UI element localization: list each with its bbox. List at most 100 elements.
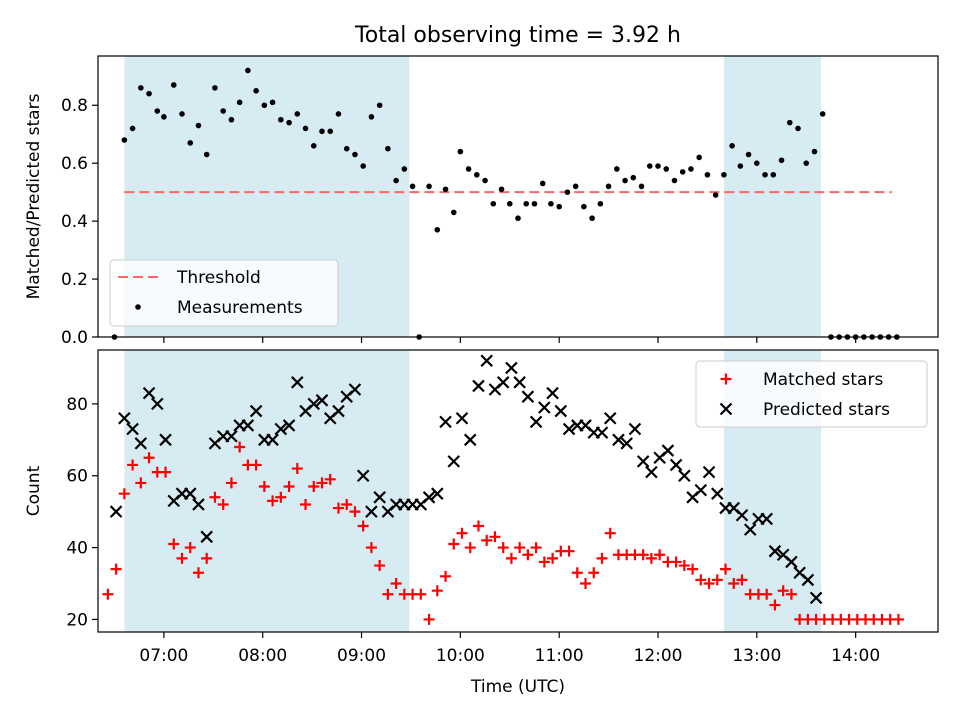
measurement-point [286,119,292,126]
predicted-star-point [702,465,716,479]
legend-matched-swatch [720,373,732,385]
legend-threshold-label: Threshold [176,268,261,288]
measurement-point [393,177,399,184]
measurement-point [278,116,284,123]
predicted-star-point [801,573,815,587]
predicted-star-point [562,422,576,436]
matched-star-point [275,491,287,503]
matched-star-point [415,588,427,600]
predicted-star-point [645,465,658,479]
predicted-star-point [768,544,782,558]
measurement-point [129,125,136,132]
measurement-point [729,143,735,149]
matched-star-point [604,527,616,539]
measurement-point [409,183,416,190]
legend-predicted-label: Predicted stars [763,400,890,420]
matched-star-point [489,531,501,543]
predicted-star-point [472,379,485,393]
measurement-point [597,200,604,207]
matched-star-point [711,574,723,586]
predicted-star-point [447,455,461,468]
matched-star-point [670,556,682,568]
measurement-point [762,171,768,178]
measurement-point [401,166,408,172]
matched-star-point [571,567,583,579]
predicted-star-point [225,429,238,443]
matched-star-point [316,477,328,489]
matched-star-point [580,578,592,590]
measurement-point [498,186,505,193]
predicted-star-point [274,422,288,436]
matched-star-point [374,560,386,572]
matched-star-point [267,495,279,507]
measurement-point [245,67,251,74]
matched-star-point [110,563,122,575]
matched-star-point [588,567,600,579]
predicted-star-point [126,422,139,436]
axes-frame [97,55,939,338]
measurement-point [786,119,793,126]
measurement-point [212,85,218,91]
matched-star-point [160,466,172,478]
measurement-point [490,200,497,207]
measurement-point [778,157,785,164]
matched-star-point [431,585,443,597]
matched-star-point [481,534,493,546]
measurement-point [474,171,480,178]
measurement-point [269,99,276,106]
predicted-star-point [431,487,444,500]
measurement-point [581,203,587,210]
y-tick-label: 60 [66,467,88,487]
predicted-star-point [669,458,683,472]
matched-star-point [497,542,509,554]
measurement-point [737,163,744,169]
measurement-point [121,137,128,143]
legend-predicted-swatch [719,402,733,416]
predicted-star-point [159,433,172,447]
matched-star-point [357,520,369,532]
matched-star-point [720,563,732,575]
measurement-point [294,111,301,117]
matched-star-point [324,473,336,485]
predicted-star-point [291,376,304,389]
measurement-point [556,203,562,210]
matched-star-point [522,549,534,561]
matched-star-point [102,588,114,600]
predicted-star-point [455,411,469,425]
predicted-star-point [760,512,773,526]
predicted-star-point [538,401,551,414]
measurement-point [655,163,661,169]
matched-star-point [201,552,213,564]
predicted-star-point [348,383,362,396]
measurement-point [811,148,818,155]
y-axis-label: Matched/Predicted stars [24,93,44,299]
predicted-star-point [365,505,378,518]
measurement-point [506,200,513,207]
axes-frame [97,349,939,633]
matched-star-point [456,527,468,539]
measurement-point [327,128,334,135]
matched-star-point [440,570,452,582]
matched-star-point [225,477,237,489]
measurement-point [795,125,801,132]
measurement-point [220,108,226,114]
x-tick-label: 13:00 [732,646,781,666]
measurement-point [195,122,202,129]
matched-star-point [448,538,460,550]
matched-star-point [423,613,435,625]
matched-star-point [291,463,303,475]
x-tick-label: 14:00 [831,646,880,666]
chart-title: Total observing time = 3.92 h [354,23,681,48]
x-tick-label: 08:00 [238,646,287,666]
predicted-star-point [373,491,386,504]
matched-star-point [308,481,320,493]
x-tick-label: 07:00 [139,646,188,666]
matched-star-point [769,599,781,611]
predicted-star-point [529,415,543,429]
predicted-star-point [496,376,510,389]
measurement-point [360,163,366,169]
y-tick-label: 0.8 [61,96,88,116]
matched-star-point [530,542,542,554]
predicted-star-point [315,394,329,407]
